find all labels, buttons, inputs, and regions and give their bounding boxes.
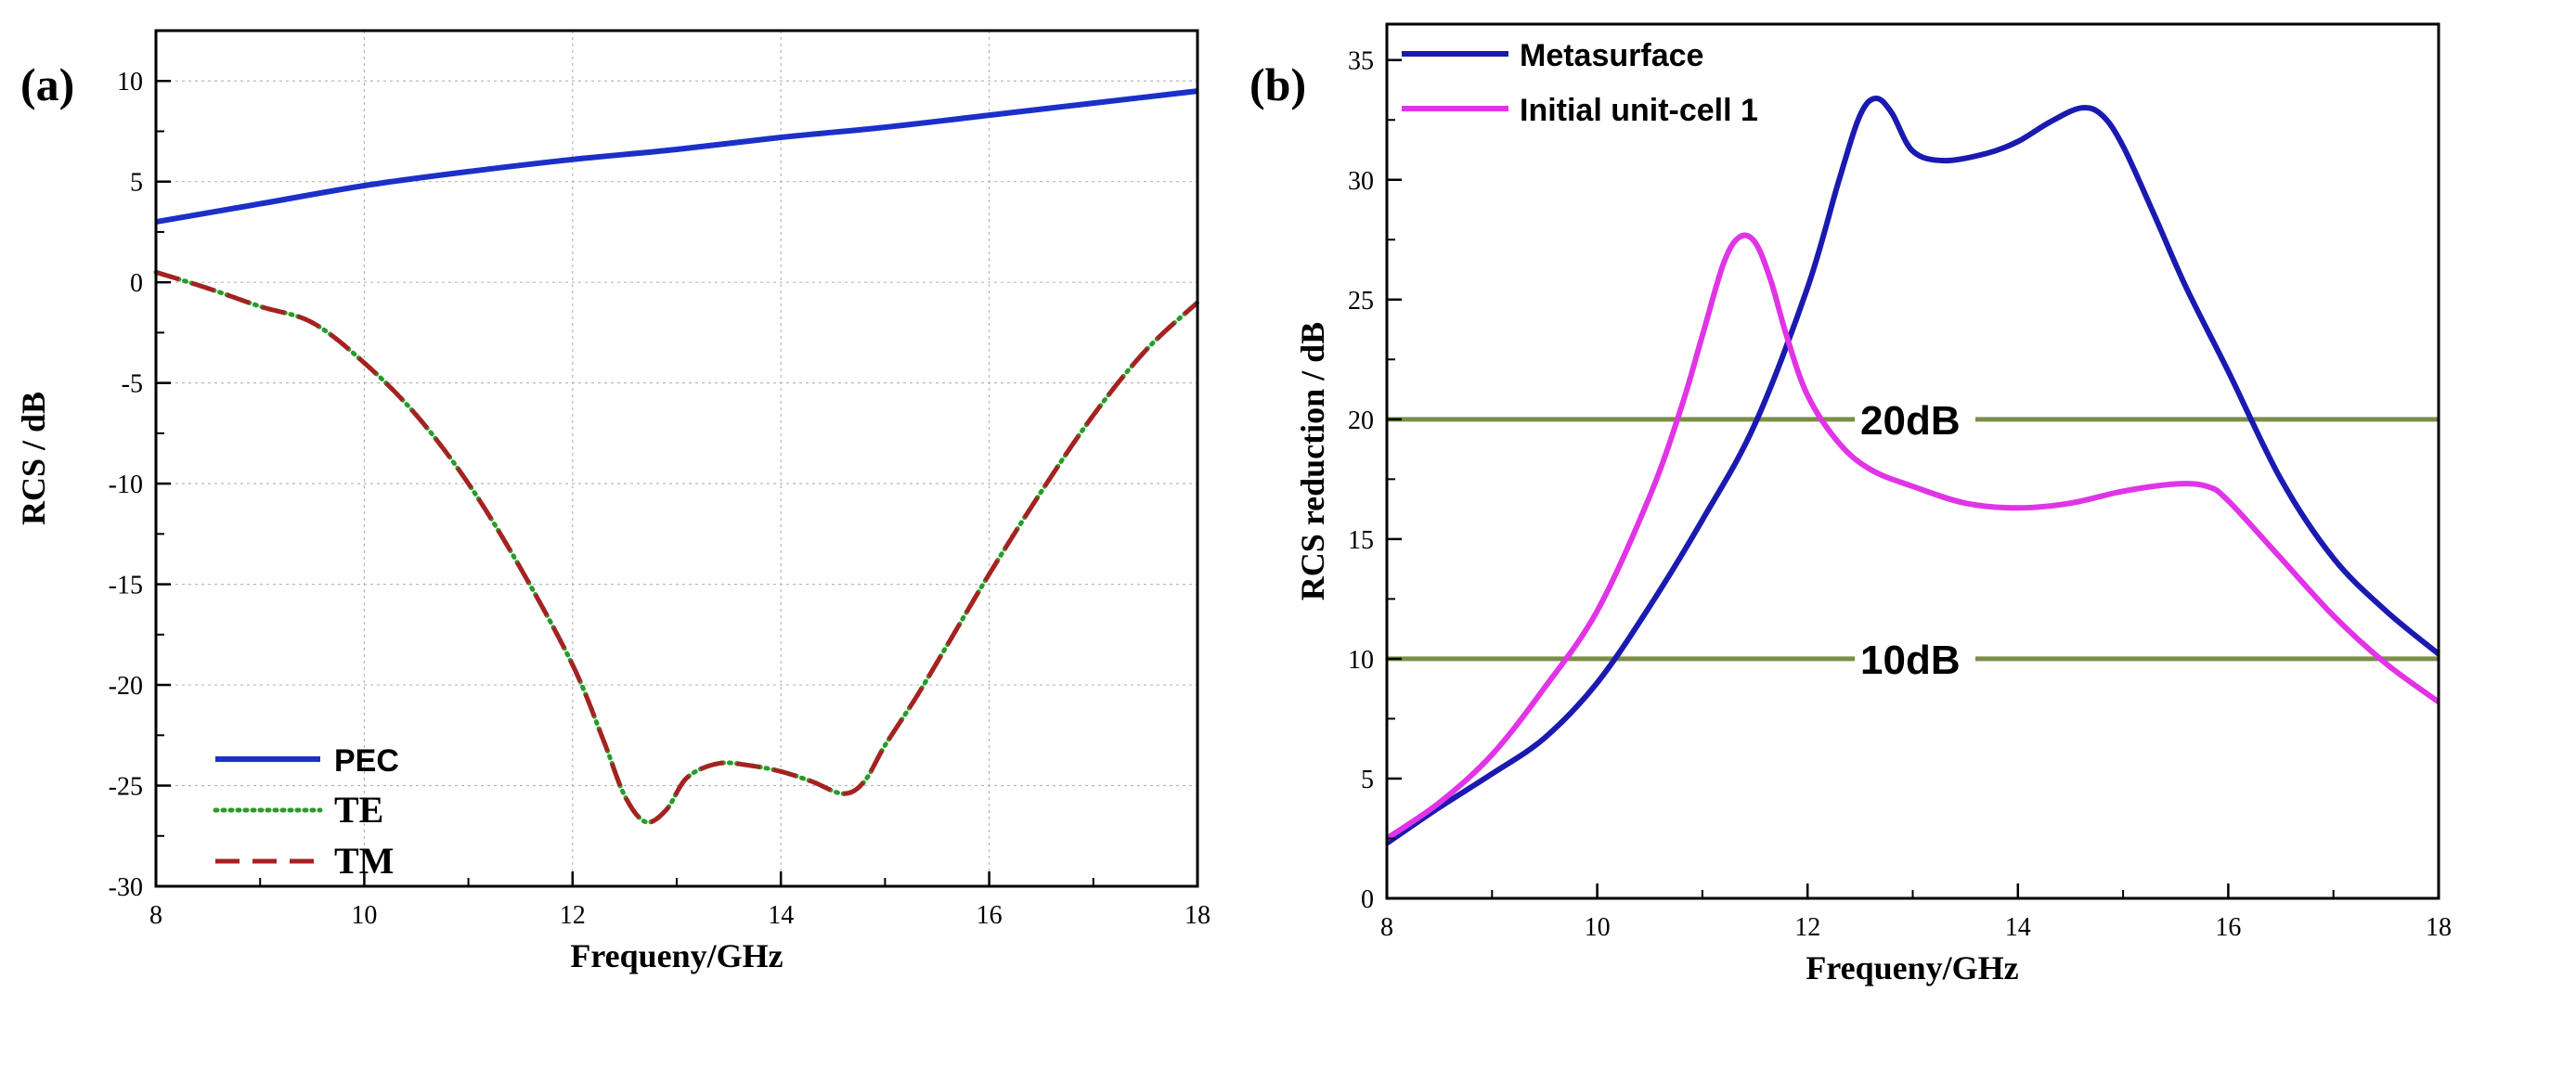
panel-b-y-axis-title: RCS reduction / dB	[1294, 322, 1331, 600]
y-tick-label: 35	[1348, 47, 1374, 76]
panel-a-label: (a)	[20, 58, 74, 110]
y-tick-label: 10	[117, 68, 143, 97]
y-tick-label: 5	[1361, 766, 1374, 794]
x-tick-label: 10	[351, 901, 377, 930]
series-line-pec	[155, 88, 1198, 226]
x-tick-label: 14	[768, 901, 794, 930]
y-tick-label: 0	[130, 269, 143, 298]
legend-label-te: TE	[334, 789, 383, 831]
panel-a-x-axis-title: Frequeny/GHz	[570, 937, 783, 974]
panel-b-x-axis-title: Frequeny/GHz	[1806, 949, 2018, 986]
y-tick-label: -10	[109, 471, 143, 499]
y-tick-label: 10	[1348, 646, 1374, 675]
x-tick-label: 18	[2426, 913, 2452, 942]
ref-label-10db-background	[1855, 641, 1975, 676]
panel-b-reference-lines	[1387, 417, 2439, 662]
ref-label-20db: 20dB	[1860, 398, 1961, 444]
y-tick-label: 20	[1348, 406, 1374, 435]
panel-a-x-ticks: 8 10 12 14 16 18	[149, 871, 1210, 930]
series-line-te	[153, 269, 1200, 825]
panel-a-legend: PEC TE TM	[213, 743, 399, 882]
x-tick-label: 12	[560, 901, 586, 930]
panel-b-y-ticks: 0 5 10 15 20 25 30 35	[1348, 47, 1402, 914]
x-tick-label: 16	[2215, 913, 2241, 942]
x-tick-label: 8	[1380, 913, 1393, 942]
series-line-tm	[155, 269, 1199, 825]
y-tick-label: 25	[1348, 287, 1374, 316]
y-tick-label: 15	[1348, 526, 1374, 555]
panel-a-series	[153, 88, 1200, 825]
x-tick-label: 10	[1585, 913, 1611, 942]
panel-b: 20dB 10dB 8 10 12 14 16 18 0 5 10 15 20 25 30 35 (b)…	[1249, 22, 2452, 986]
panel-a: 8 10 12 14 16 18 -30 -25 -20 -15 -10 -5 0 5 10 (a) Fr…	[15, 29, 1210, 974]
y-tick-label: 5	[130, 169, 143, 198]
panel-a-y-ticks: -30 -25 -20 -15 -10 -5 0 5 10	[109, 30, 171, 902]
y-tick-label: -20	[109, 672, 143, 701]
y-tick-label: -15	[109, 572, 143, 600]
y-tick-label: 30	[1348, 167, 1374, 196]
panel-b-series	[1385, 96, 2440, 846]
panel-b-legend: Metasurface Initial unit-cell 1	[1402, 38, 1758, 128]
legend-label-tm: TM	[334, 840, 394, 882]
ref-label-10db: 10dB	[1860, 638, 1961, 683]
x-tick-label: 8	[149, 901, 162, 930]
x-tick-label: 18	[1184, 901, 1210, 930]
panel-a-grid	[156, 31, 1197, 886]
series-line-metasurface	[1385, 96, 2440, 846]
panel-b-label: (b)	[1249, 58, 1306, 110]
series-line-initial-unit-cell-1	[1385, 232, 2440, 841]
panel-b-x-ticks: 8 10 12 14 16 18	[1380, 883, 2452, 942]
x-tick-label: 16	[977, 901, 1003, 930]
x-tick-label: 12	[1794, 913, 1820, 942]
panel-b-plot-frame	[1385, 22, 2440, 900]
x-tick-label: 14	[2005, 913, 2031, 942]
legend-label-pec: PEC	[334, 743, 399, 779]
legend-label-initial-unit-cell: Initial unit-cell 1	[1520, 93, 1758, 128]
y-tick-label: 0	[1361, 885, 1374, 914]
panel-b-reference-labels: 20dB 10dB	[1855, 398, 1975, 683]
y-tick-label: -25	[109, 773, 143, 802]
legend-label-metasurface: Metasurface	[1520, 38, 1703, 73]
panel-a-y-axis-title: RCS / dB	[15, 392, 52, 525]
ref-label-20db-background	[1855, 402, 1975, 436]
y-tick-label: -5	[122, 370, 143, 399]
y-tick-label: -30	[109, 873, 143, 902]
